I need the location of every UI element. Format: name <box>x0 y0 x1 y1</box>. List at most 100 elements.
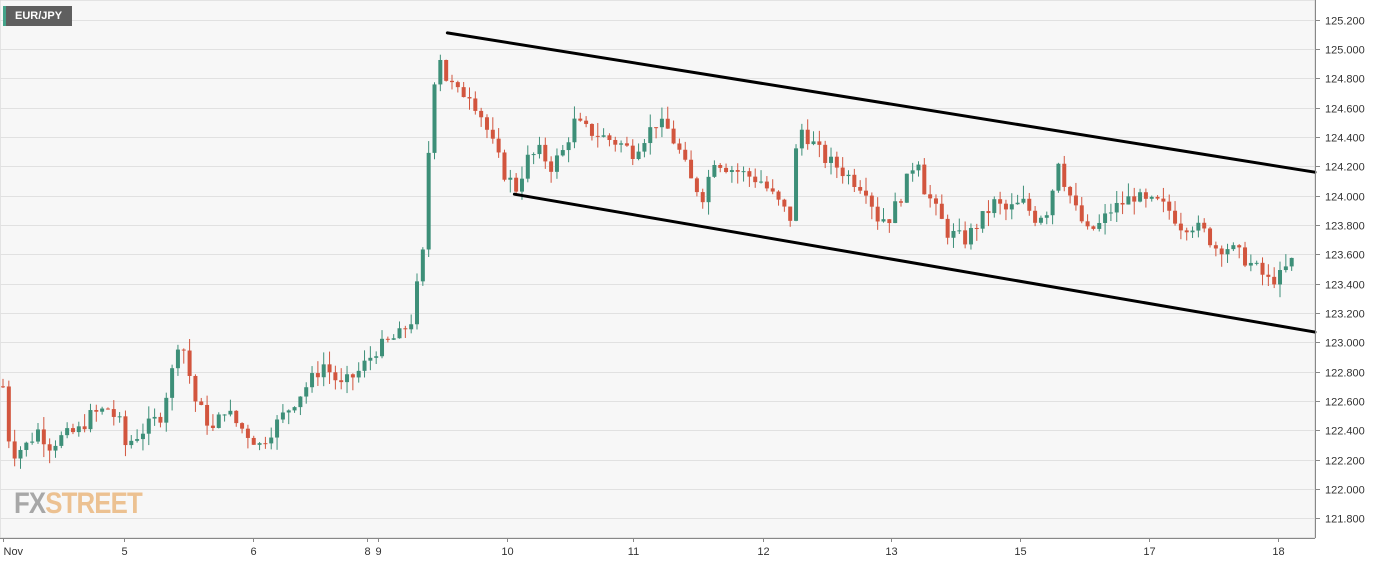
candle-body <box>1044 215 1049 218</box>
candle-body <box>782 199 787 207</box>
candle-body <box>986 211 991 214</box>
candle-body <box>887 219 892 224</box>
candle-body <box>129 440 134 446</box>
symbol-accent-bar <box>3 6 6 26</box>
candle-body <box>1260 262 1265 275</box>
candle-body <box>560 150 565 156</box>
candle-body <box>881 219 886 222</box>
candle-body <box>689 159 694 179</box>
y-tick-label: 122.800 <box>1325 368 1365 380</box>
candle-body <box>1248 262 1253 266</box>
candle-body <box>1050 190 1055 216</box>
candle-body <box>963 230 968 245</box>
candle-body <box>1208 228 1213 246</box>
candle-body <box>496 138 501 153</box>
candle-body <box>41 429 46 445</box>
candle-body <box>146 418 151 434</box>
candle-body <box>409 324 414 330</box>
candle-body <box>1289 257 1294 267</box>
candle-body <box>1097 222 1102 229</box>
candle-body <box>1003 203 1008 210</box>
x-tick-label: 10 <box>501 546 513 558</box>
candle-body <box>490 129 495 139</box>
y-tick-label: 125.200 <box>1325 16 1365 28</box>
candle-body <box>788 206 793 221</box>
candle-body <box>998 199 1003 204</box>
candle-body <box>199 401 204 405</box>
candle-body <box>1283 266 1288 271</box>
y-tick-label: 122.200 <box>1325 456 1365 468</box>
candle-body <box>729 170 734 173</box>
candle-body <box>1056 163 1061 191</box>
candle-body <box>479 110 484 118</box>
logo-fx: FX <box>14 487 46 520</box>
candle-body <box>764 181 769 189</box>
x-axis: Nov 5 6 8 9 10 11 12 13 15 17 18 <box>0 538 1315 558</box>
candle-body <box>210 425 215 428</box>
candle-body <box>735 170 740 172</box>
candle-body <box>449 80 454 83</box>
candle-body <box>642 143 647 152</box>
candle-body <box>1114 202 1119 213</box>
candle-body <box>543 144 548 162</box>
candle-body <box>175 349 180 369</box>
candle-body <box>671 128 676 144</box>
candle-body <box>1231 245 1236 250</box>
candle-body <box>47 444 52 451</box>
candle-body <box>164 397 169 423</box>
candle-body <box>100 408 105 412</box>
candle-body <box>636 151 641 159</box>
candle-body <box>234 410 239 424</box>
candle-body <box>484 117 489 130</box>
candle-body <box>578 118 583 121</box>
x-tick-label: 18 <box>1272 546 1284 558</box>
candle-body <box>566 142 571 151</box>
candle-body <box>508 177 513 180</box>
candle-body <box>624 143 629 146</box>
candle-body <box>1278 270 1283 285</box>
candle-body <box>1190 230 1195 233</box>
x-tick-label: 6 <box>250 546 256 558</box>
candle-body <box>339 380 344 383</box>
candle-body <box>1126 196 1131 205</box>
candle-body <box>18 449 23 459</box>
candle-body <box>910 170 915 174</box>
candle-body <box>654 127 659 129</box>
candle-body <box>1243 247 1248 266</box>
candle-body <box>630 145 635 159</box>
candle-body <box>1015 202 1020 205</box>
candle-body <box>216 414 221 428</box>
candle-body <box>1021 198 1026 203</box>
y-tick-label: 124.600 <box>1325 104 1365 116</box>
candle-body <box>170 368 175 398</box>
candle-body <box>933 198 938 204</box>
candle-body <box>1213 245 1218 249</box>
logo-street: STREET <box>45 487 142 520</box>
candle-body <box>333 372 338 381</box>
x-tick-label: 15 <box>1014 546 1026 558</box>
candle-body <box>123 416 128 446</box>
candle-body <box>613 139 618 145</box>
candle-body <box>222 414 227 416</box>
y-tick-label: 123.400 <box>1325 280 1365 292</box>
candle-body <box>415 281 420 325</box>
candle-body <box>1178 223 1183 231</box>
candle-body <box>776 191 781 200</box>
candle-body <box>251 437 256 445</box>
candle-body <box>1161 198 1166 202</box>
candle-body <box>968 227 973 245</box>
candle-body <box>24 442 29 450</box>
y-tick-label: 122.400 <box>1325 426 1365 438</box>
trendlines <box>445 31 1317 334</box>
candle-body <box>362 360 367 371</box>
candle-body <box>76 426 81 433</box>
candle-body <box>601 135 606 137</box>
plot-area <box>0 0 1316 539</box>
candle-body <box>111 409 116 417</box>
candle-body <box>904 173 909 203</box>
candle-body <box>1033 210 1038 223</box>
candle-body <box>724 167 729 173</box>
candle-body <box>280 412 285 420</box>
candle-body <box>712 165 717 177</box>
